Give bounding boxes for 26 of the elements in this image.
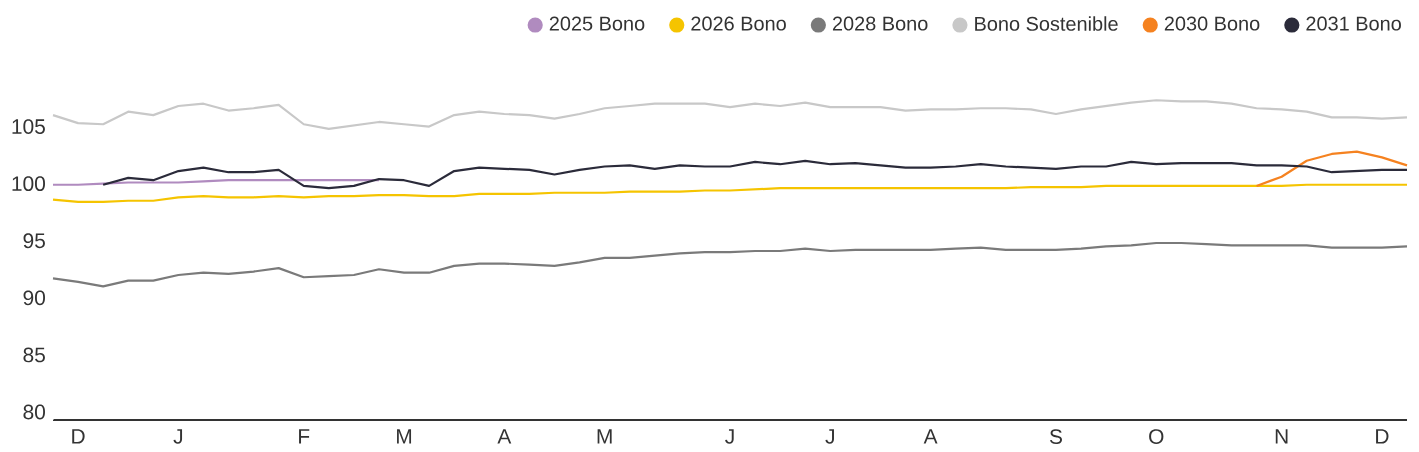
- legend-label: 2030 Bono: [1164, 16, 1260, 31]
- x-tick-label: M: [597, 429, 612, 444]
- x-tick-label: S: [1049, 429, 1062, 444]
- y-tick-label: 90: [23, 290, 45, 306]
- y-tick-label: 85: [23, 347, 45, 363]
- y-tick-label: 100: [12, 176, 45, 192]
- legend-label: Bono Sostenible: [975, 16, 1118, 31]
- x-tick-label: F: [299, 429, 310, 444]
- x-tick-label: A: [497, 429, 512, 444]
- x-tick-label: J: [825, 429, 834, 444]
- legend-label: 2025 Bono: [549, 16, 645, 31]
- x-tick-label: D: [1376, 429, 1389, 444]
- x-tick-label: O: [1149, 429, 1164, 444]
- y-tick-label: 80: [23, 404, 45, 420]
- x-tick-label: A: [923, 429, 938, 444]
- legend-label: 2031 Bono: [1306, 16, 1401, 31]
- x-tick-label: D: [72, 429, 85, 444]
- line-series: [1255, 150, 1409, 188]
- legend-label: 2028 Bono: [832, 16, 928, 31]
- legend-label: 2026 Bono: [691, 16, 786, 31]
- x-tick-label: J: [725, 429, 734, 444]
- x-tick-label: J: [173, 429, 183, 444]
- x-tick-label: N: [1275, 429, 1288, 444]
- y-tick-label: 95: [23, 233, 45, 249]
- x-tick-label: M: [397, 429, 412, 444]
- y-tick-label: 105: [12, 119, 45, 134]
